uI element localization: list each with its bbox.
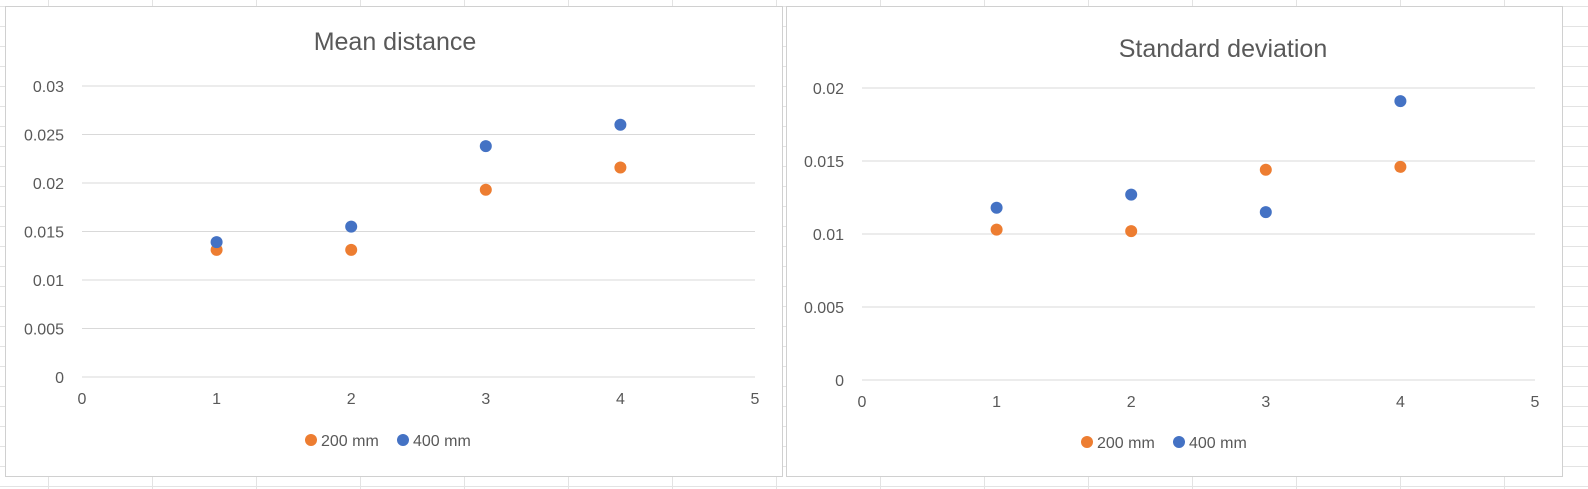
y-tick-label: 0 [835, 373, 844, 390]
x-tick-label: 1 [992, 394, 1001, 411]
y-tick-label: 0.03 [33, 79, 64, 96]
data-point-200-mm [1394, 160, 1407, 173]
data-point-400-mm [345, 220, 358, 233]
data-point-400-mm [479, 140, 492, 153]
x-tick-label: 0 [78, 391, 87, 408]
y-tick-label: 0 [55, 370, 64, 387]
y-tick-label: 0.005 [24, 322, 64, 339]
data-point-200-mm [1125, 225, 1138, 238]
y-tick-label: 0.015 [804, 154, 844, 171]
data-point-400-mm [210, 236, 223, 249]
data-point-200-mm [990, 223, 1003, 236]
data-point-200-mm [1259, 163, 1272, 176]
legend-label-400-mm: 400 mm [1189, 435, 1247, 452]
x-tick-label: 5 [1531, 394, 1540, 411]
x-tick-label: 4 [1396, 394, 1405, 411]
x-tick-label: 3 [1261, 394, 1270, 411]
chart-title: Standard deviation [1119, 35, 1327, 63]
legend-label-400-mm: 400 mm [413, 433, 471, 450]
y-tick-label: 0.005 [804, 300, 844, 317]
y-tick-label: 0.02 [813, 81, 844, 98]
chart-svg-standard-deviation: Standard deviation 0 0.005 0.01 0.015 0.02 0 1… [804, 35, 1540, 452]
chart-title: Mean distance [314, 28, 477, 56]
legend-label-200-mm: 200 mm [321, 433, 379, 450]
x-tick-label: 1 [212, 391, 221, 408]
x-tick-label: 5 [751, 391, 760, 408]
legend-marker-400-mm [1173, 436, 1185, 448]
x-tick-label: 3 [481, 391, 490, 408]
y-tick-label: 0.02 [33, 176, 64, 193]
data-point-400-mm [1259, 206, 1272, 219]
x-tick-label: 2 [347, 391, 356, 408]
chart-standard-deviation[interactable]: Standard deviation 0 0.005 0.01 0.015 0.02 0 1… [786, 6, 1563, 477]
data-point-400-mm [614, 118, 627, 131]
x-tick-label: 0 [858, 394, 867, 411]
y-tick-label: 0.025 [24, 128, 64, 145]
legend-marker-200-mm [305, 434, 317, 446]
y-tick-label: 0.01 [813, 227, 844, 244]
chart-svg-mean-distance: Mean distance 0 0.005 0.01 0.015 0.02 0.025 0.… [24, 28, 760, 450]
data-point-400-mm [1125, 188, 1138, 201]
data-point-200-mm [345, 243, 358, 256]
data-point-400-mm [1394, 95, 1407, 108]
chart-mean-distance[interactable]: Mean distance 0 0.005 0.01 0.015 0.02 0.025 0.… [5, 6, 783, 477]
x-tick-label: 4 [616, 391, 625, 408]
y-tick-label: 0.01 [33, 273, 64, 290]
data-point-200-mm [479, 183, 492, 196]
data-point-400-mm [990, 201, 1003, 214]
data-point-200-mm [614, 161, 627, 174]
x-tick-label: 2 [1127, 394, 1136, 411]
legend-marker-200-mm [1081, 436, 1093, 448]
legend-label-200-mm: 200 mm [1097, 435, 1155, 452]
y-tick-label: 0.015 [24, 225, 64, 242]
legend-marker-400-mm [397, 434, 409, 446]
